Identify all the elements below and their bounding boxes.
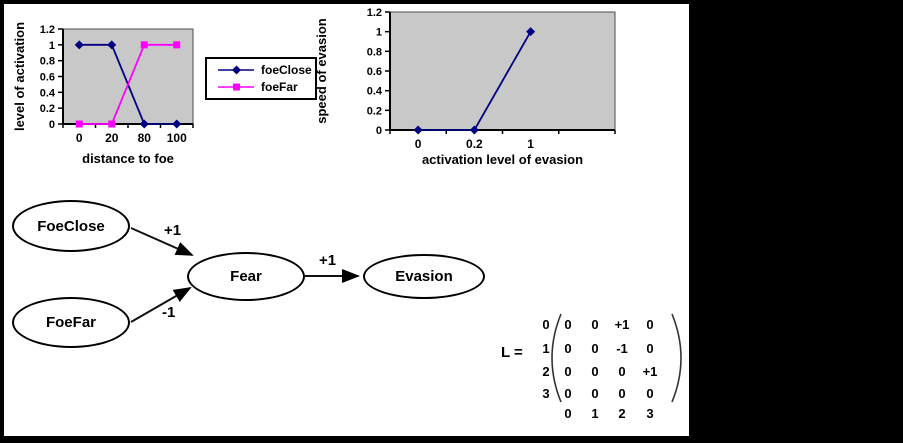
y-tick-label: 0.2: [40, 103, 55, 115]
matrix-row-label: 3: [542, 386, 550, 401]
matrix-row-label: 0: [542, 317, 550, 332]
y-tick-label: 1: [49, 40, 55, 52]
matrix-cell: 0: [591, 317, 599, 332]
matrix-parentheses: [551, 313, 682, 403]
matrix-cell: 0: [591, 341, 599, 356]
matrix-cell: 0: [564, 341, 572, 356]
matrix-cell: +1: [642, 364, 658, 379]
x-tick-label: 20: [105, 131, 119, 145]
frame-left-bar: [0, 0, 4, 443]
matrix-name-label: L =: [501, 344, 523, 361]
x-tick-label: 0.2: [466, 137, 483, 151]
matrix-row-label: 2: [542, 364, 550, 379]
edge-weight-foefar-fear: -1: [162, 304, 176, 321]
frame-bottom-bar: [0, 436, 689, 443]
y-tick-label: 1.2: [367, 7, 382, 19]
data-point-diamond: [469, 125, 479, 135]
matrix-col-label: 2: [618, 406, 626, 421]
y-tick-label: 0.8: [40, 56, 55, 68]
y-tick-label: 1.2: [40, 24, 55, 36]
data-point-square: [173, 41, 181, 49]
legend-marker: [218, 83, 254, 91]
legend-label: foeClose: [261, 62, 312, 77]
data-point-diamond: [107, 40, 117, 50]
matrix-cell: 0: [646, 386, 654, 401]
y-tick-label: 0.4: [40, 87, 56, 99]
matrix-cell: 0: [646, 341, 654, 356]
x-tick-label: 100: [167, 131, 187, 145]
frame-top-bar: [0, 0, 689, 4]
edge-foeclose-fear: [130, 227, 194, 256]
y-axis-title: level of activation: [12, 22, 27, 131]
edge-weight-fear-evasion: +1: [319, 252, 337, 269]
matrix-row-label: 1: [542, 341, 550, 356]
matrix-cell: 0: [618, 364, 626, 379]
frame-right-block: [689, 0, 903, 443]
data-point-diamond: [172, 119, 182, 129]
edge-foefar-fear: [130, 287, 192, 323]
legend-entry: foeClose: [217, 63, 315, 77]
y-tick-label: 1: [376, 27, 382, 39]
matrix-cell: 0: [564, 317, 572, 332]
legend-label: foeFar: [261, 80, 298, 95]
matrix-cell: 0: [591, 364, 599, 379]
legend-marker: [218, 65, 254, 75]
plot-area: [389, 11, 616, 131]
x-tick-label: 0: [415, 137, 422, 151]
data-point-diamond: [413, 125, 423, 135]
y-tick-label: 0: [376, 125, 382, 137]
y-tick-label: 0.2: [367, 105, 382, 117]
node-evasion: Evasion: [363, 254, 485, 299]
matrix-col-label: 3: [646, 406, 654, 421]
edge-weight-foeclose-fear: +1: [164, 222, 182, 239]
legend-box: foeClose foeFar: [205, 57, 317, 100]
matrix-cell: 0: [591, 386, 599, 401]
node-foeclose: FoeClose: [12, 200, 130, 252]
x-axis-title: activation level of evasion: [422, 152, 583, 167]
node-fear: Fear: [187, 252, 305, 301]
matrix-cell: 0: [564, 386, 572, 401]
diagram-edges: [130, 227, 360, 323]
x-tick-label: 1: [527, 137, 534, 151]
data-point-diamond: [74, 40, 84, 50]
x-axis-title: distance to foe: [82, 151, 174, 166]
data-point-square: [75, 120, 83, 128]
node-foefar: FoeFar: [12, 297, 130, 348]
matrix-cell: 0: [646, 317, 654, 332]
data-point-square: [140, 41, 148, 49]
activation-level-chart: 0 0.2 0.4 0.6 0.8 1 1.2 0 20 80 100 distance to foe…: [12, 22, 194, 166]
matrix-cell: 0: [618, 386, 626, 401]
data-point-diamond: [139, 119, 149, 129]
y-tick-label: 0.6: [367, 66, 382, 78]
right-paren: [671, 313, 682, 403]
legend-entry: foeFar: [217, 80, 315, 94]
y-tick-label: 0.4: [367, 86, 383, 98]
x-tick-label: 0: [76, 131, 83, 145]
left-paren: [551, 313, 562, 403]
matrix-cell: +1: [614, 317, 630, 332]
y-axis-title: speed of evasion: [314, 18, 329, 124]
y-tick-label: 0.6: [40, 72, 55, 84]
y-tick-label: 0.8: [367, 46, 382, 58]
matrix-cell: 0: [564, 364, 572, 379]
data-point-square: [108, 120, 116, 128]
matrix-col-label: 0: [564, 406, 572, 421]
series-line-foeFar: [79, 43, 177, 125]
data-point-diamond: [526, 27, 536, 37]
matrix-cell: -1: [616, 341, 628, 356]
matrix-col-label: 1: [591, 406, 599, 421]
y-tick-label: 0: [49, 119, 55, 131]
x-tick-label: 80: [138, 131, 152, 145]
